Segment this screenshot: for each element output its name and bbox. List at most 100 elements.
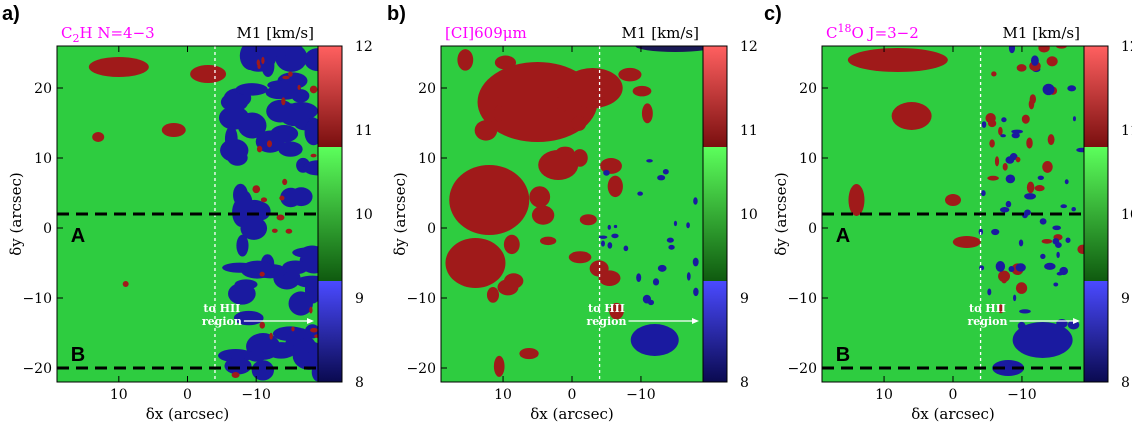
colorbar-tick-label: 12	[355, 39, 373, 55]
y-tick-label: 0	[808, 221, 817, 237]
speck	[995, 261, 1006, 272]
red-speck	[309, 85, 318, 94]
speck	[989, 139, 995, 148]
blue-patch	[282, 260, 309, 275]
red-patch	[531, 205, 555, 225]
red-patch	[494, 55, 517, 70]
red-patch	[161, 123, 186, 137]
blue-speck	[598, 235, 608, 239]
blue-speck	[1056, 251, 1060, 258]
speck	[1024, 193, 1036, 200]
blue-patch	[218, 106, 250, 130]
red-patch	[572, 149, 588, 167]
speck	[1015, 263, 1026, 272]
blue-patch	[240, 260, 274, 279]
speck	[991, 71, 997, 77]
red-speck	[231, 372, 240, 378]
speck	[1077, 244, 1084, 255]
blue-patch	[288, 291, 313, 316]
speck	[1034, 185, 1045, 192]
blue-speck	[647, 299, 655, 306]
speck	[1026, 181, 1035, 194]
blue-speck	[657, 174, 666, 181]
colorbar-tick-label: 11	[740, 123, 758, 139]
blue-patch	[234, 279, 258, 290]
x-tick-label: 10	[875, 387, 893, 403]
title-left: C2H N=4−3	[61, 24, 155, 45]
blue-patch	[272, 326, 308, 342]
y-tick-label: −20	[787, 361, 817, 377]
blue-speck	[693, 197, 698, 205]
red-patch	[190, 65, 227, 83]
red-patch	[618, 67, 642, 82]
blue-patch	[235, 83, 268, 96]
red-patch	[538, 150, 579, 180]
red-patch	[486, 287, 500, 303]
red-speck	[291, 326, 295, 332]
red-patch	[539, 236, 557, 246]
x-tick-label: −10	[1007, 387, 1037, 403]
colorbar: 12 11 10 9 8	[1083, 39, 1132, 391]
colorbar-tick-label: 10	[1121, 207, 1132, 223]
speck	[1042, 160, 1053, 173]
red-patch	[457, 49, 474, 71]
colorbar-tick-label: 10	[355, 207, 373, 223]
red-patch	[600, 157, 622, 174]
red-patch	[607, 175, 623, 198]
blue-speck	[693, 287, 699, 297]
panel-letter: b)	[387, 3, 406, 25]
colorbar-frame	[1083, 45, 1109, 383]
red-patch	[891, 102, 932, 130]
blue-speck	[981, 121, 987, 128]
red-patch	[92, 132, 105, 142]
red-speck	[266, 140, 273, 148]
blue-speck	[1001, 117, 1007, 123]
x-tick-label: −10	[626, 387, 656, 403]
red-patch	[445, 238, 506, 288]
speck	[1005, 174, 1016, 184]
blue-speck	[623, 245, 629, 252]
red-patch	[88, 57, 149, 77]
blue-speck	[1008, 265, 1015, 272]
speck	[1052, 225, 1061, 231]
blue-patch	[270, 79, 302, 100]
red-patch	[519, 348, 539, 360]
velocity-map	[57, 46, 318, 382]
colorbar: 12 11 10 9 8	[702, 39, 758, 391]
blue-speck	[1060, 204, 1068, 209]
colorbar-tick-label: 11	[355, 123, 373, 139]
colorbar: 12 11 10 9 8	[317, 39, 373, 391]
blue-speck	[1064, 179, 1069, 185]
arrow-head	[692, 318, 699, 324]
x-axis-label: δx (arcsec)	[911, 405, 994, 423]
blue-speck	[611, 233, 619, 239]
blue-speck	[1018, 239, 1024, 247]
blue-speck	[1071, 206, 1076, 212]
blue-patch	[224, 357, 252, 375]
panel-letter: a)	[2, 3, 20, 25]
colorbar-tick-label: 11	[1121, 123, 1132, 139]
red-patch	[503, 273, 524, 289]
speck	[1019, 309, 1031, 314]
red-patch	[848, 184, 865, 216]
y-tick-label: −10	[787, 291, 817, 307]
x-tick-label: 0	[949, 387, 958, 403]
speck	[994, 156, 1000, 167]
red-patch	[590, 94, 605, 109]
speck	[1015, 282, 1028, 294]
blue-speck	[662, 168, 669, 175]
blue-patch	[236, 234, 249, 257]
blue-patch	[220, 92, 249, 112]
red-speck	[259, 271, 265, 277]
red-patch	[556, 146, 575, 158]
title-right: M1 [km/s]	[622, 24, 699, 42]
red-speck	[310, 327, 318, 333]
velocity-map	[441, 46, 703, 382]
red-patch	[568, 251, 592, 264]
speck	[991, 228, 1000, 236]
x-axis-label: δx (arcsec)	[530, 405, 613, 423]
y-tick-label: 20	[799, 81, 817, 97]
blue-patch	[265, 342, 297, 359]
